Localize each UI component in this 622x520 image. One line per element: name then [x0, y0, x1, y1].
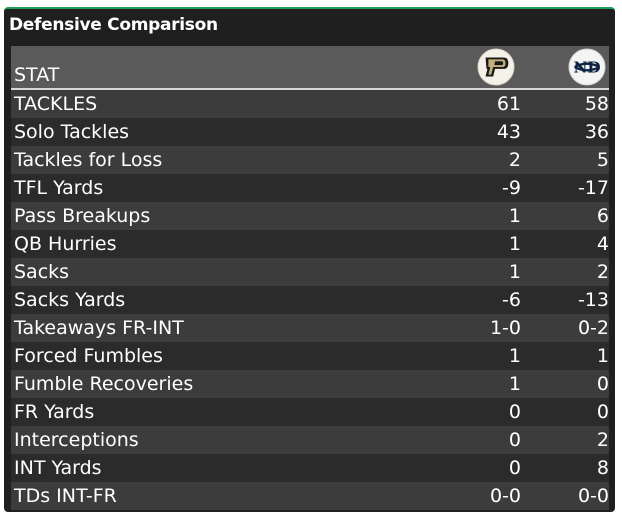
purdue-logo-icon: [477, 48, 515, 86]
table-header: STAT ND: [11, 46, 609, 90]
purdue-value-cell: 1: [508, 373, 521, 395]
notre-dame-value-cell: 1: [596, 345, 609, 367]
comparison-table: STAT ND TACKLES 61 58 Solo Tackles 43 36 Tackl…: [11, 46, 609, 510]
purdue-value-cell: 43: [496, 121, 521, 143]
table-row: Pass Breakups 1 6: [11, 202, 609, 230]
table-row: TACKLES 61 58: [11, 90, 609, 118]
stat-cell: Sacks: [14, 261, 70, 283]
table-row: Interceptions 0 2: [11, 426, 609, 454]
purdue-value-cell: 0-0: [489, 485, 521, 507]
notre-dame-value-cell: 4: [596, 233, 609, 255]
notre-dame-value-cell: 0-2: [577, 317, 609, 339]
table-row: TFL Yards -9 -17: [11, 174, 609, 202]
notre-dame-value-cell: 58: [584, 93, 609, 115]
defensive-comparison-panel: Defensive Comparison STAT ND TACKLES 61 58…: [4, 7, 615, 512]
purdue-value-cell: 2: [508, 149, 521, 171]
notre-dame-value-cell: 0: [596, 373, 609, 395]
stat-cell: Fumble Recoveries: [14, 373, 194, 395]
table-row: Forced Fumbles 1 1: [11, 342, 609, 370]
table-row: TDs INT-FR 0-0 0-0: [11, 482, 609, 510]
table-row: FR Yards 0 0: [11, 398, 609, 426]
notre-dame-value-cell: -13: [577, 289, 609, 311]
stat-cell: TACKLES: [14, 93, 98, 115]
purdue-value-cell: 1: [508, 233, 521, 255]
notre-dame-value-cell: 36: [584, 121, 609, 143]
stat-cell: Takeaways FR-INT: [14, 317, 184, 339]
table-row: Solo Tackles 43 36: [11, 118, 609, 146]
stat-cell: TDs INT-FR: [14, 485, 117, 507]
table-row: Tackles for Loss 2 5: [11, 146, 609, 174]
purdue-value-cell: 61: [496, 93, 521, 115]
stat-cell: Forced Fumbles: [14, 345, 163, 367]
purdue-value-cell: 1-0: [489, 317, 521, 339]
stat-cell: TFL Yards: [14, 177, 104, 199]
notre-dame-value-cell: -17: [577, 177, 609, 199]
purdue-value-cell: 1: [508, 205, 521, 227]
stat-cell: Interceptions: [14, 429, 139, 451]
purdue-value-cell: 1: [508, 261, 521, 283]
table-row: Sacks 1 2: [11, 258, 609, 286]
stat-column-header: STAT: [14, 64, 60, 86]
purdue-value-cell: -6: [502, 289, 521, 311]
stat-cell: Sacks Yards: [14, 289, 126, 311]
notre-dame-logo-icon: ND: [568, 48, 606, 86]
notre-dame-value-cell: 2: [596, 429, 609, 451]
stat-cell: INT Yards: [14, 457, 102, 479]
table-row: Takeaways FR-INT 1-0 0-2: [11, 314, 609, 342]
stat-cell: Solo Tackles: [14, 121, 130, 143]
stat-cell: Tackles for Loss: [14, 149, 163, 171]
svg-text:ND: ND: [573, 59, 600, 77]
notre-dame-value-cell: 2: [596, 261, 609, 283]
purdue-value-cell: -9: [502, 177, 521, 199]
table-row: Sacks Yards -6 -13: [11, 286, 609, 314]
panel-title: Defensive Comparison: [9, 15, 218, 35]
notre-dame-value-cell: 5: [596, 149, 609, 171]
stat-cell: QB Hurries: [14, 233, 117, 255]
table-body: TACKLES 61 58 Solo Tackles 43 36 Tackles for L…: [11, 90, 609, 510]
purdue-value-cell: 0: [508, 457, 521, 479]
table-row: Fumble Recoveries 1 0: [11, 370, 609, 398]
stat-cell: Pass Breakups: [14, 205, 151, 227]
notre-dame-value-cell: 0-0: [577, 485, 609, 507]
purdue-value-cell: 0: [508, 429, 521, 451]
purdue-value-cell: 0: [508, 401, 521, 423]
notre-dame-value-cell: 6: [596, 205, 609, 227]
table-row: QB Hurries 1 4: [11, 230, 609, 258]
table-row: INT Yards 0 8: [11, 454, 609, 482]
purdue-value-cell: 1: [508, 345, 521, 367]
notre-dame-value-cell: 8: [596, 457, 609, 479]
notre-dame-value-cell: 0: [596, 401, 609, 423]
stat-cell: FR Yards: [14, 401, 95, 423]
